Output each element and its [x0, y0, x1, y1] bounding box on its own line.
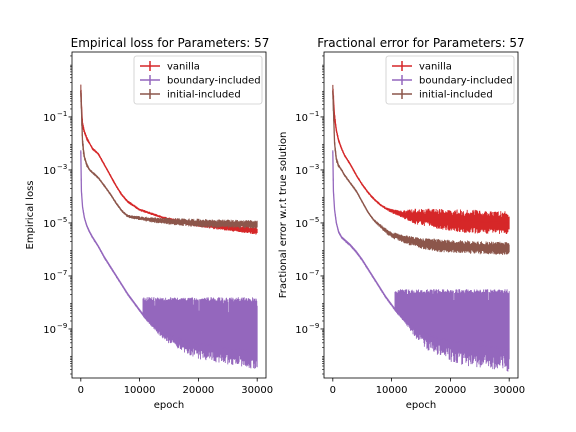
y-tick-label: 10	[295, 219, 308, 230]
legend-entry: initial-included	[140, 89, 241, 101]
y-tick-exponent: −5	[57, 216, 67, 224]
y-tick-label: 10	[43, 166, 56, 177]
legend-label: initial-included	[419, 90, 493, 101]
chart-title: Empirical loss for Parameters: 57	[71, 36, 270, 50]
y-tick-exponent: −9	[57, 322, 67, 330]
series-line	[80, 151, 258, 353]
plot-area	[332, 84, 510, 372]
chart-title: Fractional error for Parameters: 57	[317, 36, 524, 50]
y-tick-label: 10	[43, 325, 56, 336]
series-boundary-included	[332, 150, 510, 372]
y-tick-label: 10	[295, 272, 308, 283]
y-tick-exponent: −3	[57, 163, 67, 171]
y-tick-exponent: −1	[57, 110, 67, 118]
legend: vanilla boundary-included initial-included	[133, 55, 263, 105]
y-tick-exponent: −7	[57, 269, 67, 277]
legend-label: boundary-included	[167, 76, 261, 87]
y-ticks: 10−910−710−510−310−1	[43, 55, 72, 375]
series-line	[332, 90, 510, 224]
y-tick-label: 10	[43, 272, 56, 283]
y-tick-label: 10	[43, 113, 56, 124]
legend-entry: vanilla	[140, 61, 200, 73]
x-tick-label: 30000	[493, 385, 525, 396]
series-initial-included	[332, 84, 510, 255]
x-axis-label: epoch	[154, 400, 184, 411]
y-axis-label: Empirical loss	[25, 181, 36, 250]
y-tick-label: 10	[295, 113, 308, 124]
y-tick-exponent: −9	[309, 322, 319, 330]
x-tick-label: 30000	[241, 385, 273, 396]
legend-label: initial-included	[167, 90, 241, 101]
x-tick-label: 10000	[124, 385, 156, 396]
x-tick-label: 20000	[434, 385, 466, 396]
empirical-loss-panel: Empirical loss for Parameters: 57 0 10000…	[25, 36, 273, 411]
legend-label: vanilla	[419, 62, 452, 73]
legend-entry: initial-included	[392, 89, 493, 101]
x-tick-label: 20000	[182, 385, 214, 396]
legend-label: boundary-included	[419, 76, 513, 87]
y-tick-label: 10	[295, 166, 308, 177]
y-tick-exponent: −1	[309, 110, 319, 118]
series-initial-included	[80, 84, 258, 229]
legend: vanilla boundary-included initial-included	[385, 55, 515, 105]
y-ticks: 10−910−710−510−310−1	[295, 55, 324, 375]
y-tick-label: 10	[295, 325, 308, 336]
legend-entry: boundary-included	[140, 75, 261, 87]
legend-box	[133, 55, 263, 105]
series-boundary-included	[80, 150, 258, 369]
x-ticks: 0 10000 20000 30000	[78, 378, 273, 396]
legend-label: vanilla	[167, 62, 200, 73]
series-line	[80, 90, 258, 225]
y-tick-exponent: −5	[309, 216, 319, 224]
legend-entry: boundary-included	[392, 75, 513, 87]
fractional-error-panel: Fractional error for Parameters: 57 0 100…	[278, 36, 525, 411]
legend-box	[385, 55, 515, 105]
x-tick-label: 10000	[376, 385, 408, 396]
series-line	[332, 151, 510, 350]
y-tick-exponent: −7	[309, 269, 319, 277]
y-tick-exponent: −3	[309, 163, 319, 171]
y-tick-label: 10	[43, 219, 56, 230]
x-tick-label: 0	[330, 385, 336, 396]
x-tick-label: 0	[78, 385, 84, 396]
y-axis-label: Fractional error w.r.t true solution	[278, 132, 289, 299]
plot-area	[80, 84, 258, 369]
series-line	[332, 90, 510, 250]
x-axis-label: epoch	[406, 400, 436, 411]
legend-entry: vanilla	[392, 61, 452, 73]
x-ticks: 0 10000 20000 30000	[330, 378, 525, 396]
